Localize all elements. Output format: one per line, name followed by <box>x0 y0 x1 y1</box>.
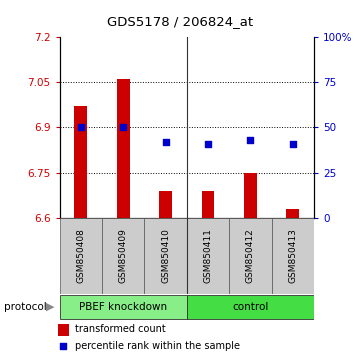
Point <box>61 343 66 349</box>
Text: GSM850408: GSM850408 <box>76 228 85 283</box>
Bar <box>229 218 271 294</box>
Bar <box>144 218 187 294</box>
Text: transformed count: transformed count <box>75 324 165 334</box>
Bar <box>117 79 130 218</box>
Text: GSM850413: GSM850413 <box>288 228 297 283</box>
Text: control: control <box>232 302 269 312</box>
Point <box>78 125 84 130</box>
Text: PBEF knockdown: PBEF knockdown <box>79 302 167 312</box>
Text: GSM850411: GSM850411 <box>204 228 213 283</box>
Text: protocol: protocol <box>4 302 46 312</box>
Bar <box>187 218 229 294</box>
Point <box>120 125 126 130</box>
Text: GSM850409: GSM850409 <box>119 228 128 283</box>
Bar <box>60 295 187 319</box>
Bar <box>102 218 144 294</box>
Point <box>248 137 253 143</box>
Bar <box>74 107 87 218</box>
Point <box>290 141 296 147</box>
Text: percentile rank within the sample: percentile rank within the sample <box>75 341 240 351</box>
Bar <box>244 173 257 218</box>
Bar <box>287 209 299 218</box>
Point <box>205 141 211 147</box>
Bar <box>187 295 314 319</box>
Bar <box>202 191 214 218</box>
Bar <box>159 191 172 218</box>
Bar <box>272 218 314 294</box>
Text: GSM850412: GSM850412 <box>246 228 255 283</box>
Text: GDS5178 / 206824_at: GDS5178 / 206824_at <box>108 15 253 28</box>
Text: ▶: ▶ <box>45 302 54 312</box>
Point <box>163 139 169 145</box>
Bar <box>60 218 102 294</box>
Text: GSM850410: GSM850410 <box>161 228 170 283</box>
Bar <box>58 324 69 336</box>
